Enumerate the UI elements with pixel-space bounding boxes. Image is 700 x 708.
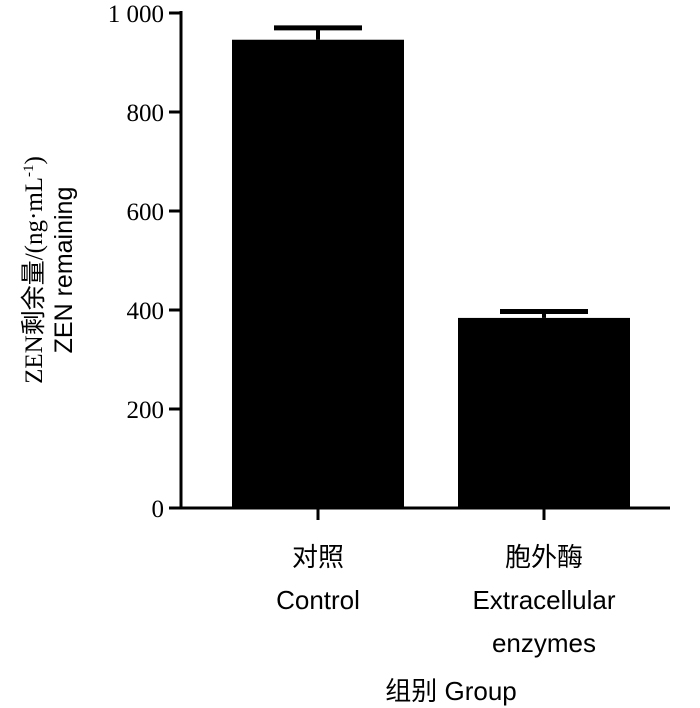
y-axis-title-line1: ZEN剩余量/(ng·mL-1): [20, 156, 48, 384]
bars-group: [232, 39, 630, 508]
y-axis-title: ZEN剩余量/(ng·mL-1): [20, 156, 48, 384]
x-tick-label: Extracellular: [472, 585, 615, 615]
y-tick-label: 1 000: [108, 1, 164, 28]
x-ticks-group: 对照 Control 胞外酶 Extracellular enzymes: [276, 508, 616, 658]
y-tick-label: 400: [127, 298, 165, 325]
y-tick-label: 0: [152, 496, 165, 523]
y-tick-label: 600: [127, 199, 165, 226]
bar: [232, 39, 404, 508]
error-bars-group: [274, 25, 588, 318]
y-axis-title-line2: ZEN remaining: [50, 187, 78, 354]
bar: [458, 317, 630, 508]
plot-area: 0 200 400 600 800 1 000 对照 Control 胞外酶 Extracell…: [108, 1, 670, 658]
y-tick-label: 800: [127, 100, 165, 127]
x-tick-label: enzymes: [492, 628, 596, 658]
y-tick-label: 200: [127, 397, 165, 424]
y-ticks-group: 0 200 400 600 800 1 000: [108, 1, 181, 523]
y-axis-title-2: ZEN remaining: [50, 187, 78, 354]
x-tick-label: 胞外酶: [505, 542, 583, 572]
x-tick-label: Control: [276, 585, 360, 615]
x-axis-title: 组别 Group: [385, 676, 517, 706]
x-tick-label: 对照: [292, 542, 344, 572]
